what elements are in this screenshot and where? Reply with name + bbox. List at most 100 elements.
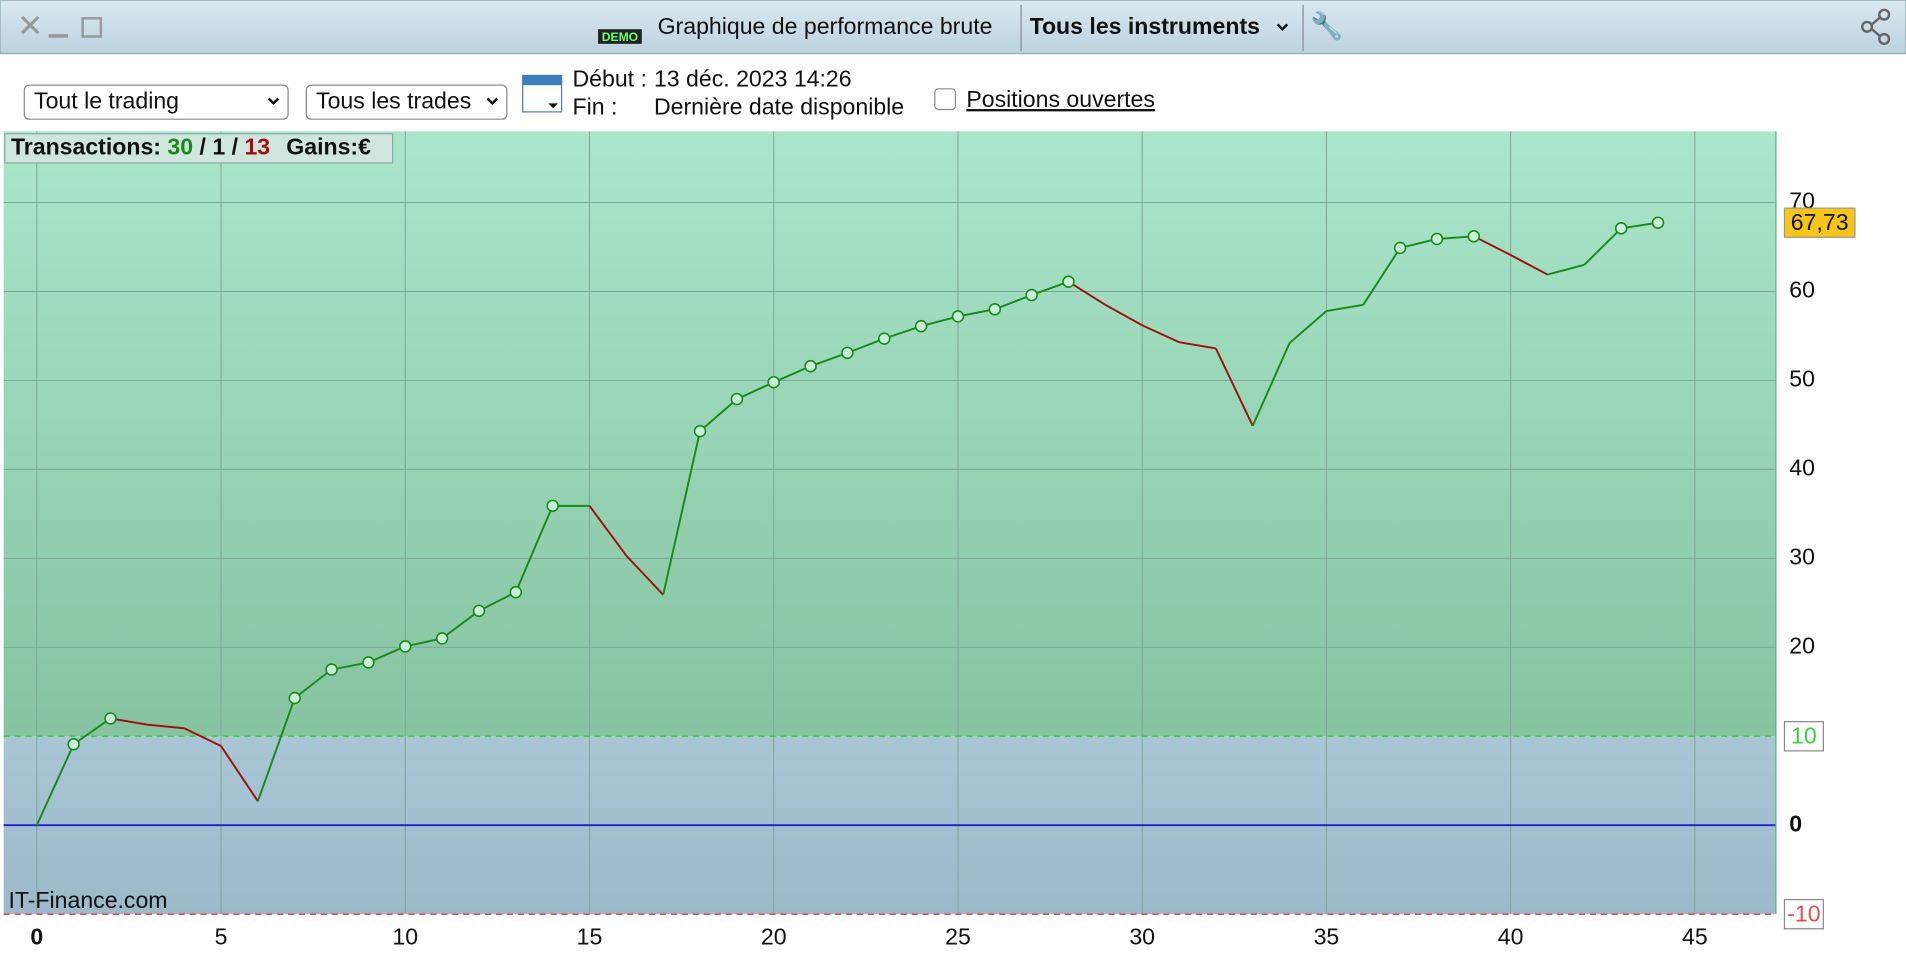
point: [472, 604, 486, 618]
y-tick-label: 50: [1789, 366, 1815, 392]
y-tick-label: 40: [1789, 454, 1815, 480]
demo-icon: [598, 29, 642, 44]
point: [509, 585, 523, 599]
flat: 1: [212, 133, 225, 159]
settings-button[interactable]: 🔧: [1310, 9, 1343, 41]
level-label: -10: [1787, 900, 1820, 926]
last-value-label: 67,73: [1791, 209, 1849, 235]
title-bar: [0, 0, 1906, 55]
point: [951, 310, 965, 323]
segment: [994, 294, 1032, 311]
segment: [1399, 238, 1438, 249]
point: [546, 499, 559, 513]
x-tick-label: 15: [577, 924, 603, 950]
sep: /: [200, 133, 207, 159]
segment: [1104, 303, 1143, 327]
segment: [294, 668, 333, 699]
sep: /: [232, 133, 239, 159]
point: [767, 375, 780, 389]
segment: [256, 697, 296, 802]
segment: [478, 591, 517, 612]
x-tick-label: 25: [945, 924, 971, 950]
summary-bg: [4, 133, 394, 164]
segment: [1031, 280, 1069, 296]
point: [804, 359, 817, 373]
level-label: 10: [1791, 723, 1817, 749]
maximize-button[interactable]: [81, 17, 103, 38]
point: [399, 640, 412, 653]
segment: [405, 637, 443, 648]
currency: €: [358, 133, 371, 159]
segment: [1326, 303, 1364, 313]
segment: [810, 351, 848, 368]
summary-box: Transactions: 30 / 1 / 13 Gains:€: [4, 133, 394, 164]
x-tick-label: 0: [30, 924, 43, 950]
segment: [920, 315, 959, 328]
segment: [1214, 347, 1254, 427]
x-tick-label: 40: [1498, 924, 1524, 950]
point: [1651, 216, 1665, 229]
start-date: 13 déc. 2023 14:26: [654, 65, 852, 91]
end-date: Dernière date disponible: [654, 93, 904, 119]
segment: [1251, 342, 1291, 427]
point: [878, 332, 891, 345]
point: [67, 738, 80, 751]
segment: [736, 381, 775, 400]
open-positions-checkbox[interactable]: [934, 88, 957, 111]
demo-badge: DEMO: [602, 30, 638, 44]
summary-text: Transactions: 30 / 1 / 13 Gains:€: [11, 133, 371, 159]
segment: [883, 325, 922, 340]
segment: [662, 430, 701, 596]
point: [841, 346, 854, 360]
segment: [147, 723, 185, 730]
level-box: [1783, 721, 1824, 752]
point: [1430, 232, 1444, 246]
instrument-select[interactable]: Tous les instruments: [1030, 13, 1260, 39]
segment: [625, 555, 664, 596]
level-box: [1783, 898, 1824, 930]
x-tick-label: 20: [761, 924, 787, 950]
segment: [847, 337, 885, 354]
segment: [1178, 341, 1217, 350]
point: [435, 632, 449, 645]
share-button[interactable]: [1861, 8, 1891, 46]
segment: [1473, 235, 1512, 256]
point: [325, 663, 338, 676]
trading-select[interactable]: [23, 84, 289, 120]
segment: [1067, 280, 1106, 306]
close-button[interactable]: ✕: [17, 7, 43, 43]
segment: [1288, 310, 1328, 344]
segment: [220, 745, 259, 802]
trades-select-label: Tous les trades: [316, 87, 471, 113]
upper-zone: [3, 131, 1776, 737]
segment: [183, 727, 222, 747]
y-tick-label: 30: [1789, 543, 1815, 569]
chevron: [1276, 23, 1289, 31]
segment: [368, 645, 406, 664]
x-tick-label: 45: [1682, 924, 1708, 950]
segment: [1510, 254, 1548, 276]
open-positions-label[interactable]: Positions ouvertes: [966, 86, 1155, 112]
minimize-button[interactable]: [48, 34, 69, 38]
segment: [1141, 324, 1180, 344]
calendar-button[interactable]: [522, 74, 563, 113]
end-label: Fin :: [573, 93, 618, 119]
x-tick-label: 30: [1129, 924, 1155, 950]
segment: [1583, 227, 1622, 266]
losses: 13: [244, 133, 270, 159]
watermark: IT-Finance.com: [9, 887, 168, 913]
trades-select[interactable]: [305, 84, 508, 120]
x-tick-label: 35: [1314, 924, 1340, 950]
point: [1614, 222, 1628, 235]
last-value-box: [1783, 207, 1856, 238]
gains-label: Gains:: [286, 133, 358, 159]
y-tick-label: 60: [1789, 277, 1815, 303]
segment: [514, 505, 554, 593]
point: [1062, 275, 1075, 288]
point: [730, 392, 744, 406]
window-title: Graphique de performance brute: [658, 13, 993, 39]
point: [988, 303, 1002, 316]
point: [1393, 241, 1407, 255]
y-tick-label: 0: [1789, 810, 1802, 836]
